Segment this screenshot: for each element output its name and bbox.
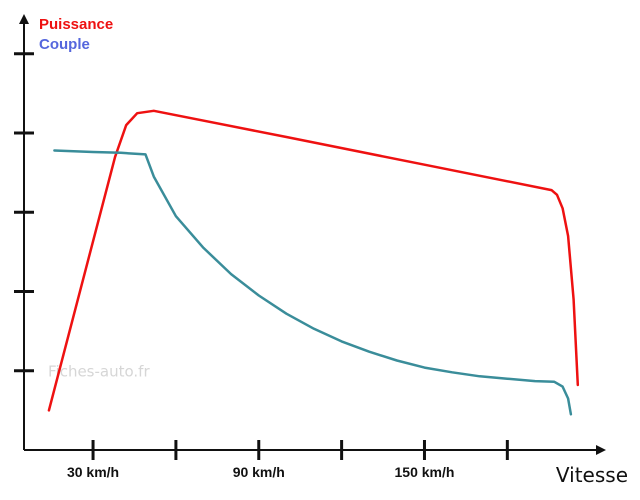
legend: Puissance Couple xyxy=(39,16,113,53)
x-axis-title: Vitesse xyxy=(556,463,628,487)
x-tick-label: 150 km/h xyxy=(395,464,455,480)
axes xyxy=(14,14,606,460)
labels: 30 km/h 90 km/h 150 km/h Vitesse xyxy=(67,463,628,487)
series-layer xyxy=(47,109,580,416)
series-line-puissance xyxy=(47,109,580,412)
legend-entry-couple: Couple xyxy=(39,36,90,53)
x-tick-label: 90 km/h xyxy=(233,464,285,480)
watermark-text: Fiches-auto.fr xyxy=(48,363,150,381)
watermark: Fiches-auto.fr xyxy=(48,363,150,381)
legend-entry-puissance: Puissance xyxy=(39,16,113,33)
x-tick-label: 30 km/h xyxy=(67,464,119,480)
series-line-couple xyxy=(53,149,573,416)
